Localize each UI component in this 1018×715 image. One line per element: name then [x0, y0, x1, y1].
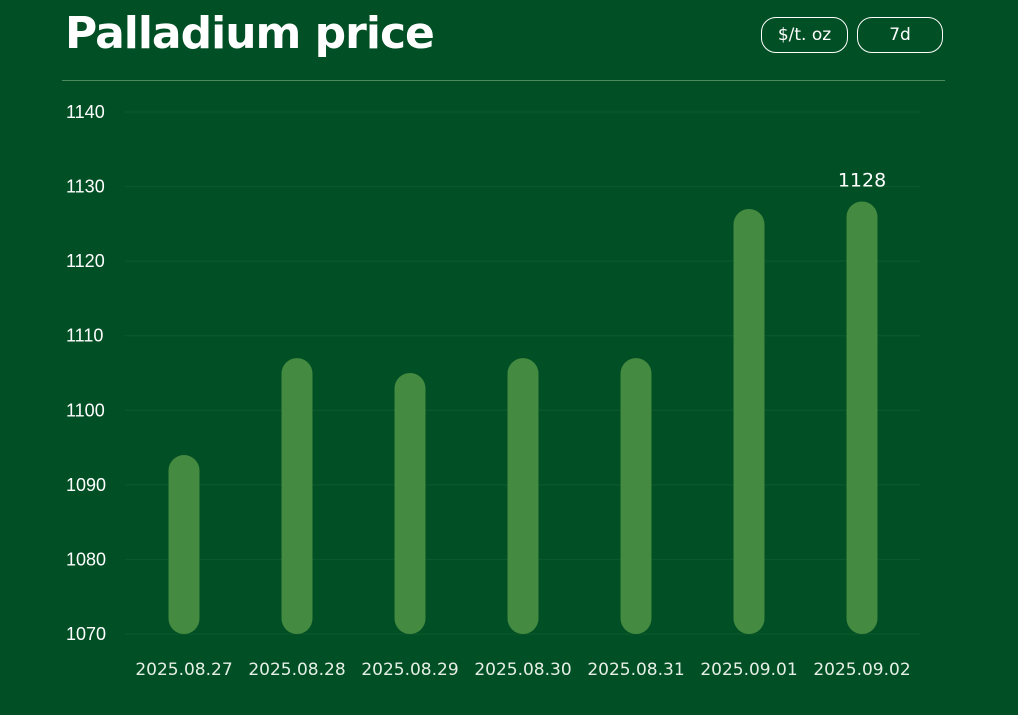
bar[interactable] — [281, 358, 313, 634]
x-tick-label: 2025.08.29 — [361, 660, 458, 680]
x-tick-label: 2025.08.28 — [248, 660, 345, 680]
range-selector-button[interactable]: 7d — [857, 17, 943, 53]
x-tick-label: 2025.08.30 — [474, 660, 571, 680]
y-tick-label: 1070 — [66, 624, 106, 644]
x-tick-label: 2025.09.02 — [813, 660, 910, 680]
header-divider — [62, 80, 945, 81]
bar[interactable] — [394, 373, 426, 634]
bars — [168, 201, 878, 634]
bar[interactable] — [733, 208, 765, 634]
y-tick-label: 1110 — [66, 326, 103, 346]
x-axis-ticks: 2025.08.27 2025.08.28 2025.08.29 2025.08.30… — [135, 660, 910, 680]
y-tick-label: 1130 — [66, 177, 105, 197]
bar[interactable] — [620, 358, 652, 634]
chart-title: Palladium price — [65, 8, 435, 59]
x-tick-label: 2025.08.27 — [135, 660, 232, 680]
y-tick-label: 1090 — [66, 475, 106, 495]
bar[interactable] — [846, 201, 878, 634]
y-tick-label: 1100 — [66, 400, 105, 420]
data-labels: 1128 — [838, 169, 886, 191]
unit-selector-button[interactable]: $/t. oz — [761, 17, 848, 53]
y-tick-label: 1140 — [66, 102, 105, 122]
x-tick-label: 2025.09.01 — [700, 660, 797, 680]
y-axis-ticks: 1070 1080 1090 1100 1110 1120 1130 1140 — [66, 102, 106, 644]
bar[interactable] — [507, 358, 539, 634]
bar[interactable] — [168, 455, 200, 634]
data-label: 1128 — [838, 169, 886, 191]
y-tick-label: 1080 — [66, 549, 106, 569]
y-tick-label: 1120 — [66, 251, 105, 271]
x-tick-label: 2025.08.31 — [587, 660, 684, 680]
